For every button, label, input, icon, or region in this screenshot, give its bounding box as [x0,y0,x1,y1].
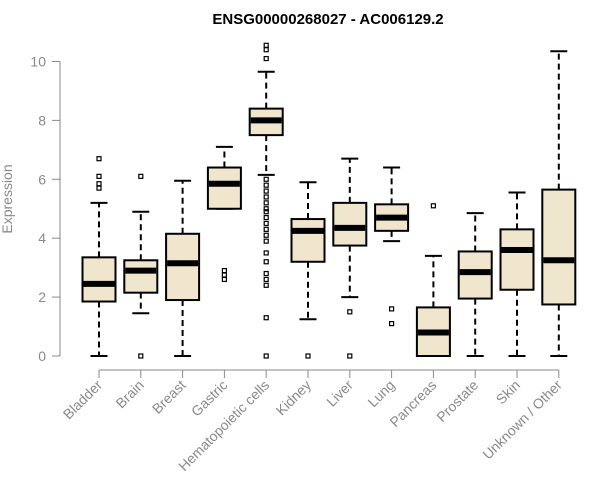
box-kidney [290,181,326,359]
outlier-point [347,309,353,315]
x-tick-label: Unknown / Other [479,377,565,463]
x-tick-label: Prostate [433,377,481,425]
x-tick-label: Liver [323,377,356,410]
x-tick-label: Kidney [273,377,315,419]
x-tick-label: Lung [364,377,397,410]
outlier-point [263,232,269,238]
y-tick-label: 8 [38,112,46,128]
iqr-box [332,201,368,247]
outlier-point [389,306,395,312]
y-axis: 0 2 4 6 8 10 [30,54,61,364]
outlier-point [221,276,227,283]
iqr-box [541,188,577,306]
outlier-point [263,220,269,227]
outlier-point [263,276,269,283]
box-hematopoietic-cells [248,42,284,359]
y-tick-label: 4 [38,230,46,246]
outlier-point [263,47,269,53]
outlier-point [263,214,269,221]
outlier-point [138,173,144,179]
outlier-point [389,321,395,327]
outlier-point [347,353,353,359]
box-prostate [457,212,493,357]
outlier-point [263,194,269,200]
iqr-box [290,218,326,263]
outlier-point [138,353,144,359]
outlier-point [263,176,269,182]
iqr-box [206,166,242,210]
y-axis-label: Expression [0,164,15,233]
iqr-box [81,256,117,303]
y-tick-label: 0 [38,348,46,364]
box-brain [123,173,159,359]
y-tick-label: 6 [38,171,46,187]
outlier-point [305,353,311,359]
box-lung [374,166,410,327]
box-breast [165,179,201,357]
iqr-box [123,259,159,294]
box-unknown-other [541,50,577,357]
outlier-point [96,185,102,191]
outlier-point [263,282,269,288]
iqr-box [165,232,201,302]
box-liver [332,157,368,359]
outlier-point [263,188,269,194]
box-pancreas [415,203,451,357]
outlier-point [263,238,269,244]
outlier-point [263,250,269,256]
outlier-point [263,209,269,215]
outlier-point [221,272,227,278]
outlier-point [263,206,269,212]
outlier-point [263,270,269,277]
outlier-point [263,226,269,232]
outlier-point [263,182,269,188]
outlier-point [96,181,102,187]
outlier-point [263,259,269,265]
outlier-point [263,42,269,48]
y-tick-label: 10 [30,54,46,70]
x-tick-label: Skin [493,377,524,408]
chart-title: ENSG00000268027 - AC006129.2 [212,11,443,28]
outlier-point [221,267,227,274]
outlier-point [96,173,102,179]
x-tick-label: Bladder [60,377,106,423]
y-tick-label: 2 [38,289,46,305]
x-tick-label: Brain [112,377,146,411]
outlier-point [263,55,269,62]
box-series [81,42,577,359]
outlier-point [263,315,269,321]
x-tick-label: Breast [149,377,189,417]
outlier-point [263,200,269,206]
box-gastric [206,145,242,283]
iqr-box [499,228,535,291]
outlier-point [96,156,102,162]
box-skin [499,191,535,357]
outlier-point [430,203,436,209]
box-bladder [81,156,117,357]
outlier-point [263,353,269,359]
